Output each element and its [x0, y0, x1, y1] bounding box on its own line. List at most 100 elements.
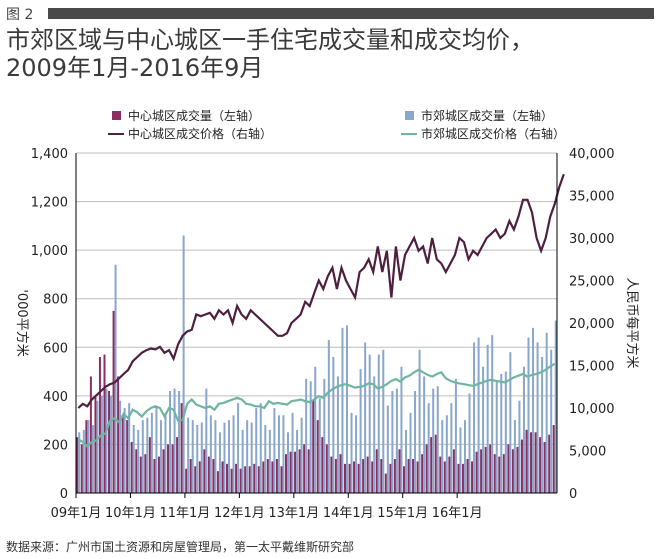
central-volume-bar	[117, 376, 120, 493]
suburb-volume-bar	[495, 381, 498, 493]
central-volume-bar	[434, 434, 437, 493]
suburb-volume-bar	[100, 395, 103, 493]
central-volume-bar	[85, 420, 88, 493]
central-volume-bar	[520, 439, 523, 493]
central-volume-bar	[393, 459, 396, 493]
suburb-volume-bar	[264, 425, 267, 493]
central-volume-bar	[534, 432, 537, 493]
legend-entry-3: 中心城区成交价格（右轴）	[128, 126, 272, 141]
suburb-volume-bar	[178, 391, 181, 493]
suburb-volume-bar	[182, 235, 185, 494]
central-volume-bar	[407, 459, 410, 493]
central-volume-bar	[89, 376, 92, 493]
central-volume-bar	[343, 463, 346, 493]
central-volume-bar	[457, 463, 460, 493]
suburb-volume-bar	[473, 342, 476, 493]
central-volume-bar	[176, 437, 179, 493]
legend-swatch-1	[112, 111, 121, 120]
suburb-volume-bar	[454, 378, 457, 493]
central-volume-bar	[443, 461, 446, 493]
central-volume-bar	[507, 444, 510, 493]
central-volume-bar	[80, 444, 83, 493]
suburb-volume-bar	[137, 429, 140, 493]
x-tick-label: 09年1月	[51, 506, 102, 521]
central-volume-bar	[439, 456, 442, 493]
central-volume-bar	[416, 461, 419, 493]
central-volume-bar	[103, 354, 106, 493]
central-volume-bar	[461, 463, 464, 493]
central-volume-bar	[471, 461, 474, 493]
suburb-volume-bar	[386, 405, 389, 493]
central-volume-bar	[316, 420, 319, 493]
central-volume-bar	[543, 442, 546, 493]
central-volume-bar	[203, 449, 206, 493]
central-volume-bar	[525, 429, 528, 493]
central-volume-bar	[348, 463, 351, 493]
source-note: 数据来源：广州市国土资源和房屋管理局，第一太平戴维斯研究部	[6, 540, 355, 554]
central-volume-bar	[484, 446, 487, 493]
title-line-2: 2009年1月-2016年9月	[6, 54, 264, 82]
suburb-volume-bar	[404, 429, 407, 493]
suburb-volume-bar	[463, 420, 466, 493]
suburb-volume-bar	[255, 408, 258, 493]
chart-title: 市郊区域与中心城区一手住宅成交量和成交均价， 2009年1月-2016年9月	[6, 26, 656, 82]
suburb-volume-bar	[246, 420, 249, 493]
x-tick-label: 11年1月	[159, 506, 210, 521]
y-right-tick-label: 40,000	[569, 147, 615, 162]
suburb-volume-bar	[150, 412, 153, 493]
central-volume-bar	[121, 415, 124, 493]
central-volume-bar	[226, 463, 229, 493]
central-volume-bar	[135, 449, 138, 493]
central-volume-bar	[189, 459, 192, 493]
central-volume-bar	[239, 468, 242, 493]
suburb-volume-bar	[218, 432, 221, 493]
central-volume-bar	[221, 461, 224, 493]
central-volume-bar	[330, 456, 333, 493]
central-volume-bar	[425, 444, 428, 493]
suburb-volume-bar	[332, 357, 335, 493]
suburb-volume-bar	[318, 398, 321, 493]
central-volume-bar	[362, 459, 365, 493]
suburb-volume-bar	[336, 376, 339, 493]
suburb-volume-bar	[400, 366, 403, 493]
central-volume-bar	[162, 449, 165, 493]
central-volume-bar	[384, 473, 387, 493]
suburb-volume-bar	[395, 388, 398, 493]
central-volume-bar	[353, 461, 356, 493]
central-volume-bar	[230, 468, 233, 493]
central-volume-bar	[126, 420, 129, 493]
central-volume-bar	[548, 434, 551, 493]
central-volume-bar	[167, 444, 170, 493]
suburb-volume-bar	[513, 420, 516, 493]
central-volume-bar	[303, 444, 306, 493]
suburb-volume-bar	[155, 408, 158, 493]
suburb-volume-bar	[277, 415, 280, 493]
suburb-volume-bar	[368, 354, 371, 493]
central-volume-bar	[280, 466, 283, 493]
suburb-volume-bar	[345, 325, 348, 493]
suburb-volume-bar	[482, 366, 485, 493]
suburb-volume-bar	[373, 376, 376, 493]
suburb-volume-bar	[159, 420, 162, 493]
x-tick-label: 14年1月	[323, 506, 374, 521]
central-volume-bar	[244, 466, 247, 493]
central-volume-bar	[298, 449, 301, 493]
central-volume-bar	[516, 446, 519, 493]
suburb-volume-bar	[518, 400, 521, 493]
suburb-volume-bar	[114, 264, 117, 493]
y-left-tick-label: 200	[43, 438, 68, 453]
suburb-volume-bar	[427, 403, 430, 493]
header-bar	[48, 8, 654, 19]
central-volume-bar	[339, 454, 342, 493]
central-volume-bar	[180, 403, 183, 493]
central-volume-bar	[248, 466, 251, 493]
suburb-volume-bar	[391, 391, 394, 493]
central-volume-bar	[194, 466, 197, 493]
y-right-tick-label: 20,000	[569, 317, 615, 332]
suburb-volume-bar	[228, 420, 231, 493]
suburb-volume-bar	[500, 374, 503, 493]
suburb-volume-bar	[377, 354, 380, 493]
y-left-tick-label: 1,200	[31, 196, 68, 211]
central-volume-bar	[144, 454, 147, 493]
legend-entry-1: 中心城区成交量（左轴）	[128, 108, 260, 123]
